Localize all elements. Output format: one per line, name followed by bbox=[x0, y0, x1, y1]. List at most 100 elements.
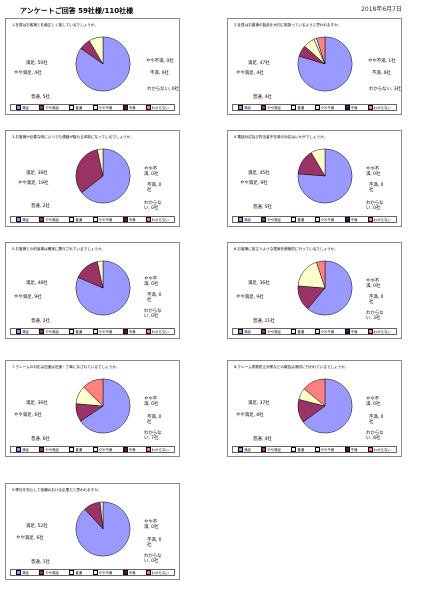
legend-item: やや不満 bbox=[93, 105, 113, 110]
legend-swatch bbox=[345, 329, 350, 334]
slice-label: 満足, 52社 bbox=[26, 524, 48, 529]
legend-swatch bbox=[238, 329, 243, 334]
slice-label: やや満足, 4社 bbox=[236, 71, 264, 76]
legend-label: 満足 bbox=[244, 329, 251, 334]
legend-label: 不満 bbox=[129, 105, 136, 110]
legend-swatch bbox=[261, 217, 266, 222]
legend-item: やや満足 bbox=[39, 329, 59, 334]
legend-item: 普通 bbox=[291, 217, 304, 222]
legend-label: やや満足 bbox=[45, 329, 59, 334]
chart-title: 5.お客様との約束事は確実に履行されているでしょうか。 bbox=[12, 247, 152, 252]
legend-item: 普通 bbox=[69, 217, 82, 222]
slice-label: 普通, 6社 bbox=[31, 437, 50, 442]
legend-swatch bbox=[238, 105, 243, 110]
slice-label: 満足, 47社 bbox=[248, 61, 270, 66]
legend-swatch bbox=[345, 447, 350, 452]
slice-label: やや満足, 9社 bbox=[14, 295, 42, 300]
legend-label: 不満 bbox=[351, 217, 358, 222]
legend-item: わからない bbox=[146, 447, 169, 452]
legend-item: やや不満 bbox=[315, 329, 335, 334]
legend-swatch bbox=[16, 447, 21, 452]
legend-label: やや不満 bbox=[321, 217, 335, 222]
legend-item: 不満 bbox=[123, 447, 136, 452]
slice-label: やや不満, 0社 bbox=[146, 59, 176, 64]
legend-swatch bbox=[93, 447, 98, 452]
pie-chart-panel: 8.クレーム再発防止対策などの報告は適切に行われているでしょうか。 満足, 37社… bbox=[227, 360, 402, 457]
legend-label: やや不満 bbox=[321, 105, 335, 110]
legend-item: わからない bbox=[146, 570, 169, 575]
legend-item: やや不満 bbox=[93, 329, 113, 334]
slice-label: 不満, 0社 bbox=[369, 415, 387, 425]
slice-label: わからない, 0社 bbox=[144, 554, 164, 564]
legend-swatch bbox=[69, 570, 74, 575]
pie-chart bbox=[296, 147, 354, 205]
legend-swatch bbox=[16, 105, 21, 110]
legend-item: やや不満 bbox=[93, 217, 113, 222]
legend-swatch bbox=[93, 105, 98, 110]
slice-label: 普通, 5社 bbox=[253, 205, 272, 210]
legend-item: わからない bbox=[146, 105, 169, 110]
pie-chart bbox=[74, 500, 132, 558]
chart-legend: 満足 やや満足 普通 やや不満 不満 わからない bbox=[232, 216, 397, 223]
legend-item: やや不満 bbox=[315, 447, 335, 452]
chart-title: 7.クレームの対応は迅速は迅速・丁寧になされているでしょうか。 bbox=[12, 365, 152, 370]
legend-label: やや満足 bbox=[267, 217, 281, 222]
slice-label: やや満足, 6社 bbox=[14, 413, 42, 418]
legend-label: わからない bbox=[152, 570, 169, 575]
legend-swatch bbox=[315, 105, 320, 110]
pie-chart bbox=[74, 147, 132, 205]
pie-chart bbox=[74, 35, 132, 93]
legend-label: やや満足 bbox=[267, 447, 281, 452]
chart-legend: 満足 やや満足 普通 やや不満 不満 わからない bbox=[10, 446, 175, 453]
legend-swatch bbox=[69, 447, 74, 452]
legend-swatch bbox=[368, 105, 373, 110]
legend-label: やや満足 bbox=[45, 105, 59, 110]
legend-label: 不満 bbox=[129, 447, 136, 452]
legend-item: やや不満 bbox=[315, 217, 335, 222]
chart-title: 4.電話対応及び担当者不在時の対応はいかがでしょうか。 bbox=[234, 135, 374, 140]
legend-item: やや満足 bbox=[39, 570, 59, 575]
chart-title: 2.社員はお客様の製品を大切に取扱っているように思われますか。 bbox=[234, 23, 374, 28]
legend-label: やや満足 bbox=[45, 447, 59, 452]
chart-legend: 満足 やや満足 普通 やや不満 不満 わからない bbox=[10, 216, 175, 223]
legend-label: 不満 bbox=[351, 105, 358, 110]
legend-label: やや不満 bbox=[99, 217, 113, 222]
legend-swatch bbox=[146, 217, 151, 222]
slice-label: 不満, 0社 bbox=[147, 415, 165, 425]
legend-label: 満足 bbox=[22, 329, 29, 334]
legend-swatch bbox=[39, 570, 44, 575]
legend-item: やや満足 bbox=[261, 217, 281, 222]
chart-title: 8.クレーム再発防止対策などの報告は適切に行われているでしょうか。 bbox=[234, 365, 374, 370]
legend-item: やや満足 bbox=[261, 447, 281, 452]
legend-item: わからない bbox=[368, 329, 391, 334]
slice-label: わからない, 3社 bbox=[366, 311, 386, 321]
legend-item: 不満 bbox=[345, 217, 358, 222]
slice-label: 満足, 48社 bbox=[26, 281, 48, 286]
slice-label: やや不満, 0社 bbox=[366, 167, 384, 177]
legend-label: やや不満 bbox=[99, 447, 113, 452]
legend-item: わからない bbox=[368, 217, 391, 222]
legend-label: 普通 bbox=[75, 217, 82, 222]
legend-item: 満足 bbox=[16, 105, 29, 110]
legend-swatch bbox=[69, 217, 74, 222]
chart-legend: 満足 やや満足 普通 やや不満 不満 わからない bbox=[232, 328, 397, 335]
legend-item: やや満足 bbox=[39, 105, 59, 110]
chart-legend: 満足 やや満足 普通 やや不満 不満 わからない bbox=[232, 446, 397, 453]
legend-item: 満足 bbox=[238, 447, 251, 452]
legend-label: 普通 bbox=[75, 570, 82, 575]
legend-item: やや満足 bbox=[261, 329, 281, 334]
legend-swatch bbox=[261, 105, 266, 110]
pie-chart-panel: 4.電話対応及び担当者不在時の対応はいかがでしょうか。 満足, 45社 やや満足, … bbox=[227, 130, 402, 227]
legend-item: わからない bbox=[368, 447, 391, 452]
legend-label: 普通 bbox=[297, 105, 304, 110]
slice-label: 満足, 36社 bbox=[248, 281, 270, 286]
legend-swatch bbox=[39, 447, 44, 452]
legend-label: 普通 bbox=[297, 447, 304, 452]
legend-label: やや不満 bbox=[99, 570, 113, 575]
legend-label: わからない bbox=[152, 447, 169, 452]
legend-swatch bbox=[69, 105, 74, 110]
legend-swatch bbox=[238, 217, 243, 222]
slice-label: わからない, 3社 bbox=[369, 87, 401, 92]
legend-label: 満足 bbox=[22, 217, 29, 222]
legend-swatch bbox=[315, 217, 320, 222]
